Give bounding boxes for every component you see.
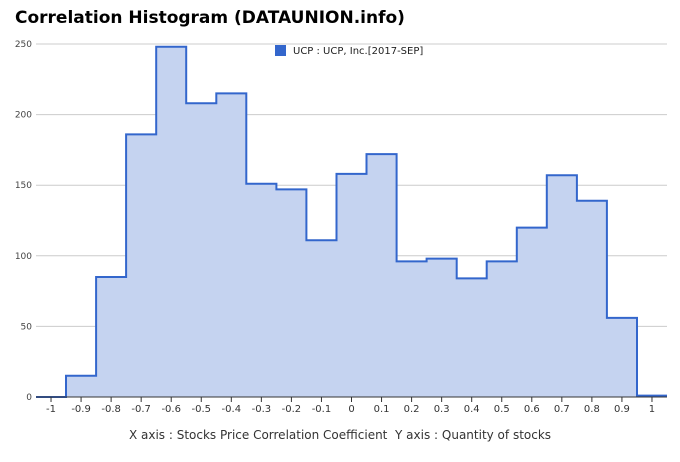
x-tick-label: 0: [348, 404, 354, 415]
x-tick-label: -1: [46, 404, 56, 415]
x-tick-label: -0.9: [71, 404, 91, 415]
x-tick-label: 0.2: [404, 404, 420, 415]
y-axis-label: Y axis : Quantity of stocks: [395, 428, 552, 442]
x-tick-label: 0.9: [614, 404, 630, 415]
y-tick-label: 250: [15, 40, 32, 50]
x-tick-label: 0.7: [554, 404, 570, 415]
y-tick-label: 0: [26, 393, 32, 403]
y-tick-label: 50: [21, 322, 33, 332]
x-tick-label: 0.4: [464, 404, 480, 415]
axis-caption: X axis : Stocks Price Correlation Coeffi…: [0, 428, 680, 442]
x-tick-label: -0.2: [282, 404, 302, 415]
x-tick-label: -0.7: [131, 404, 151, 415]
x-tick-label: 0.3: [434, 404, 450, 415]
y-tick-label: 150: [15, 181, 32, 191]
x-tick-label: 0.6: [524, 404, 540, 415]
x-tick-label: -0.8: [101, 404, 121, 415]
x-tick-label: 0.1: [374, 404, 390, 415]
y-tick-label: 100: [15, 252, 32, 262]
y-tick-label: 200: [15, 111, 32, 121]
x-tick-label: -0.6: [161, 404, 181, 415]
x-tick-label: -0.5: [192, 404, 212, 415]
series-area-fill: [36, 46, 667, 398]
x-tick-label: -0.4: [222, 404, 242, 415]
chart-title: Correlation Histogram (DATAUNION.info): [15, 8, 405, 28]
x-axis-label: X axis : Stocks Price Correlation Coeffi…: [128, 428, 388, 442]
legend-entry: UCP : UCP, Inc.[2017-SEP]: [293, 46, 423, 57]
x-tick-label: 0.5: [494, 404, 510, 415]
x-tick-label: -0.1: [312, 404, 332, 415]
x-tick-label: -0.3: [252, 404, 272, 415]
legend-swatch: [275, 45, 286, 56]
x-tick-label: 1: [649, 404, 655, 415]
axes: 0 50 100 150 200 250 -1 -0.9 -0.8 -0.7 -0.6 -0.5 -0.…: [15, 40, 667, 415]
x-tick-label: 0.8: [584, 404, 600, 415]
legend: UCP : UCP, Inc.[2017-SEP]: [275, 45, 423, 57]
series-line: [36, 45, 667, 398]
plot-area: [36, 45, 667, 398]
